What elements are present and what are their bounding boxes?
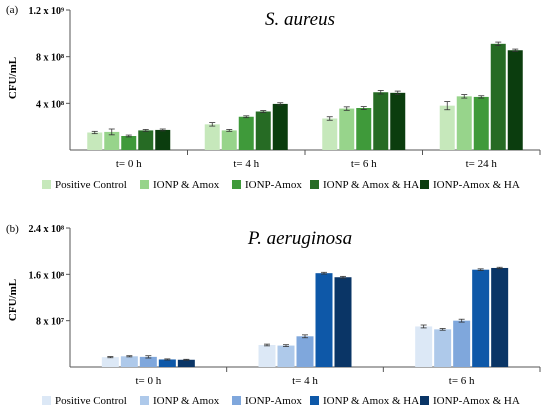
- b-bar: [101, 357, 119, 367]
- panel-b-label: (b): [6, 223, 19, 235]
- a-legend-label: IONP-Amox & HA: [433, 179, 520, 191]
- a-bar: [339, 108, 355, 150]
- b-legend-swatch: [42, 396, 51, 405]
- a-bar: [238, 116, 254, 150]
- b-bar: [491, 267, 509, 367]
- b-bar: [258, 344, 276, 367]
- a-bar: [456, 96, 472, 150]
- a-bar: [255, 111, 271, 150]
- a-bar: [87, 132, 103, 150]
- b-legend-label: IONP & Amox & HA: [323, 395, 419, 407]
- a-bar: [104, 131, 120, 150]
- a-bar: [507, 50, 523, 150]
- b-bar: [139, 356, 157, 367]
- b-legend-swatch: [232, 396, 241, 405]
- a-legend-swatch: [140, 180, 149, 189]
- a-bar: [155, 129, 171, 150]
- b-legend-label: IONP-Amox: [245, 395, 302, 407]
- a-bar: [121, 136, 137, 150]
- a-category-label: t= 0 h: [116, 158, 142, 170]
- b-category-label: t= 4 h: [292, 375, 318, 387]
- panel-a-label: (a): [6, 4, 19, 16]
- a-legend-label: IONP-Amox: [245, 179, 302, 191]
- b-bar: [177, 359, 195, 367]
- panel-b-chart: 8 x 10⁷ 1.6 x 10⁸ 2.4 x 10⁸ t= 0 h t= 4 h t= …: [29, 224, 541, 407]
- b-y-tick-label: 2.4 x 10⁸: [29, 224, 65, 235]
- b-legend-label: Positive Control: [55, 395, 127, 407]
- a-bar: [356, 108, 372, 150]
- a-legend-swatch: [310, 180, 319, 189]
- b-bar: [472, 269, 490, 367]
- b-bar: [315, 273, 333, 367]
- b-bar: [158, 359, 176, 367]
- panel-b-title: P. aeruginosa: [247, 228, 352, 249]
- a-legend-swatch: [232, 180, 241, 189]
- b-bar: [453, 320, 471, 367]
- panel-a-ylabel: CFU/mL: [7, 57, 19, 99]
- a-category-label: t= 24 h: [466, 158, 498, 170]
- a-bar: [373, 92, 389, 150]
- b-bar: [296, 336, 314, 367]
- a-bar: [439, 105, 455, 150]
- a-legend-label: Positive Control: [55, 179, 127, 191]
- a-bar: [221, 130, 237, 150]
- a-bar: [322, 118, 338, 150]
- a-legend-label: IONP & Amox: [153, 179, 220, 191]
- b-legend-label: IONP & Amox: [153, 395, 220, 407]
- b-legend-swatch: [140, 396, 149, 405]
- a-bar: [272, 103, 288, 150]
- a-bar: [204, 124, 220, 150]
- panel-b-ylabel: CFU/mL: [7, 279, 19, 321]
- a-legend-label: IONP & Amox & HA: [323, 179, 419, 191]
- a-category-label: t= 6 h: [351, 158, 377, 170]
- a-y-tick-label: 4 x 10⁸: [36, 99, 64, 110]
- b-bar: [120, 356, 138, 367]
- a-bar: [138, 130, 154, 150]
- a-bar: [490, 43, 506, 151]
- a-y-tick-label: 1.2 x 10⁹: [29, 6, 65, 17]
- a-bar: [390, 92, 406, 150]
- b-category-label: t= 6 h: [449, 375, 475, 387]
- b-bar: [434, 329, 452, 367]
- a-legend-swatch: [42, 180, 51, 189]
- b-category-label: t= 0 h: [135, 375, 161, 387]
- b-legend-swatch: [310, 396, 319, 405]
- b-bar: [277, 345, 295, 367]
- a-category-label: t= 4 h: [233, 158, 259, 170]
- panel-a-title: S. aureus: [265, 9, 335, 30]
- b-y-tick-label: 8 x 10⁷: [36, 317, 64, 328]
- b-legend-label: IONP-Amox & HA: [433, 395, 520, 407]
- a-bar: [473, 96, 489, 150]
- b-bar: [334, 277, 352, 367]
- a-y-tick-label: 8 x 10⁸: [36, 53, 64, 64]
- a-legend-swatch: [420, 180, 429, 189]
- panel-a-chart: 4 x 10⁸ 8 x 10⁸ 1.2 x 10⁹ t= 0 h t= 4 h t= 6 …: [29, 6, 541, 191]
- b-bar: [415, 326, 433, 367]
- b-y-tick-label: 1.6 x 10⁸: [29, 270, 65, 281]
- b-legend-swatch: [420, 396, 429, 405]
